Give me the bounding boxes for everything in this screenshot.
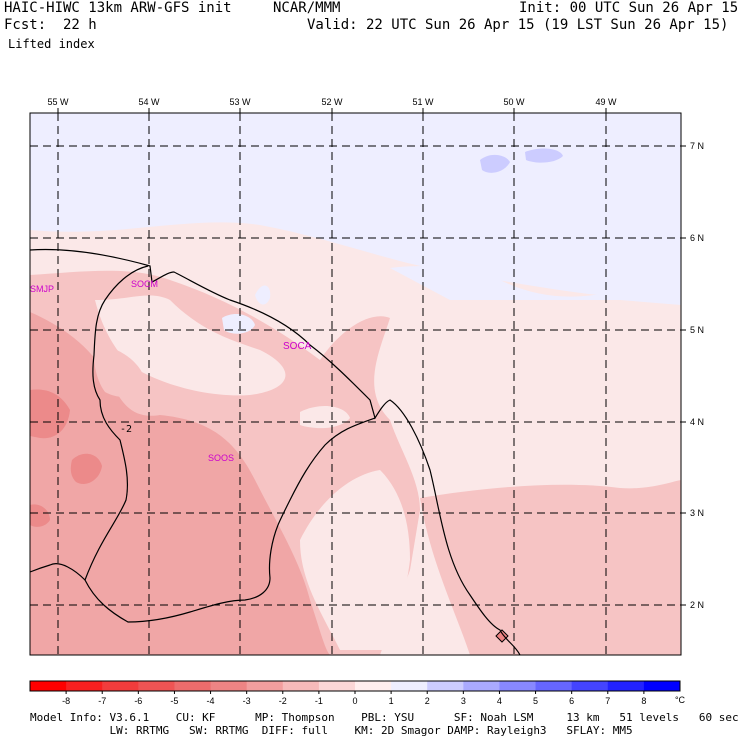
field-zero-to-one-patch-east — [620, 275, 681, 305]
colorbar — [29, 680, 681, 692]
model-info-line2: LW: RRTMG SW: RRTMG DIFF: full KM: 2D Sm… — [30, 724, 633, 737]
colorbar-swatch — [355, 681, 392, 691]
colorbar-tick-label: 6 — [569, 696, 574, 706]
lon-label-54w: 54 W — [138, 97, 160, 107]
colorbar-swatch — [463, 681, 500, 691]
field-minus3-diamond — [495, 629, 509, 643]
colorbar-tick-label: -7 — [98, 696, 106, 706]
colorbar-tick-label: 7 — [605, 696, 610, 706]
colorbar-tick-label: -5 — [170, 696, 178, 706]
forecast-hour: 22 h — [63, 17, 97, 33]
colorbar-swatch — [643, 681, 681, 691]
field-minus4-patch-south — [30, 504, 50, 527]
colorbar-tick-label: -4 — [207, 696, 215, 706]
lat-label-7n: 7 N — [690, 141, 704, 151]
colorbar-tick-label: 1 — [389, 696, 394, 706]
model-info-line1: Model Info: V3.6.1 CU: KF MP: Thompson P… — [30, 711, 739, 724]
coastline-borders — [29, 248, 521, 656]
init-time: Init: 00 UTC Sun 26 Apr 15 — [519, 0, 739, 16]
colorbar-tick-label: -8 — [62, 696, 70, 706]
model-title: HAIC-HIWC 13km ARW-GFS init — [4, 0, 232, 16]
colorbar-swatch — [391, 681, 428, 691]
map-gridlines — [30, 113, 681, 655]
colorbar-tick-label: 5 — [533, 696, 538, 706]
colorbar-swatch — [246, 681, 284, 691]
lat-label-5n: 5 N — [690, 325, 704, 335]
org-label: NCAR/MMM — [273, 0, 341, 16]
border-french-guiana-brazil-south — [84, 524, 279, 623]
lon-label-51w: 51 W — [412, 97, 434, 107]
coastline — [29, 248, 521, 656]
colorbar-swatch — [282, 681, 320, 691]
frame-ticks — [57, 108, 686, 606]
field-pale-patch-center — [300, 406, 350, 429]
field-minus4-patch-center — [70, 453, 102, 485]
field-one-to-two-patch-a — [480, 154, 510, 173]
colorbar-ticks: -8 -7 -6 -5 -4 -3 -2 -1 0 1 2 3 4 5 6 7 8 — [62, 691, 646, 706]
lifted-index-field — [30, 113, 681, 655]
colorbar-swatch — [210, 681, 248, 691]
colorbar-swatch — [499, 681, 537, 691]
colorbar-tick-label: 3 — [461, 696, 466, 706]
station-socm: SOCM — [131, 279, 158, 289]
colorbar-swatch — [607, 681, 645, 691]
colorbar-tick-label: -3 — [243, 696, 251, 706]
field-minus4-patch-west — [30, 389, 70, 439]
colorbar-tick-label: -1 — [315, 696, 323, 706]
station-soos: SOOS — [208, 453, 234, 463]
colorbar-unit: °C — [675, 695, 686, 705]
border-suriname-french-guiana — [29, 265, 149, 582]
contour-label: -2 — [120, 424, 132, 435]
lat-label-6n: 6 N — [690, 233, 704, 243]
field-zero-to-one-patch — [222, 314, 255, 334]
lat-label-4n: 4 N — [690, 417, 704, 427]
field-pale-patch-north — [95, 295, 286, 396]
colorbar-tick-label: -6 — [134, 696, 142, 706]
colorbar-swatch — [571, 681, 609, 691]
colorbar-swatch — [102, 681, 139, 691]
colorbar-tick-label: 8 — [641, 696, 646, 706]
lat-label-3n: 3 N — [690, 508, 704, 518]
colorbar-swatch — [174, 681, 212, 691]
colorbar-tick-label: 4 — [497, 696, 502, 706]
lon-label-49w: 49 W — [595, 97, 617, 107]
colorbar-tick-label: 0 — [352, 696, 357, 706]
lon-label-53w: 53 W — [229, 97, 251, 107]
colorbar-tick-label: -2 — [279, 696, 287, 706]
lon-label-52w: 52 W — [321, 97, 343, 107]
colorbar-swatch — [66, 681, 103, 691]
border-oyapock — [277, 417, 376, 526]
colorbar-swatch — [427, 681, 464, 691]
colorbar-swatch — [318, 681, 356, 691]
lon-label-50w: 50 W — [503, 97, 525, 107]
lat-label-2n: 2 N — [690, 600, 704, 610]
colorbar-swatch — [138, 681, 175, 691]
field-zero-to-one-lobe — [390, 265, 681, 300]
colorbar-swatch — [30, 681, 67, 691]
field-patch-minus2-island — [94, 345, 145, 397]
forecast-label: Fcst: — [4, 17, 47, 33]
station-soca: SOCA — [283, 341, 312, 352]
colorbar-tick-label: 2 — [425, 696, 430, 706]
map-frame — [29, 112, 682, 656]
field-name: Lifted index — [8, 37, 95, 51]
colorbar-swatch — [535, 681, 573, 691]
field-one-to-two-patch-b — [525, 148, 563, 163]
field-minus3-to-minus2 — [30, 312, 330, 655]
field-zero-to-one-patch-small — [255, 285, 271, 305]
station-smjp: SMJP — [30, 284, 54, 294]
field-minus2-to-minus1-southeast — [420, 480, 681, 655]
lon-label-55w: 55 W — [47, 97, 69, 107]
valid-time: Valid: 22 UTC Sun 26 Apr 15 (19 LST Sun … — [307, 17, 729, 33]
